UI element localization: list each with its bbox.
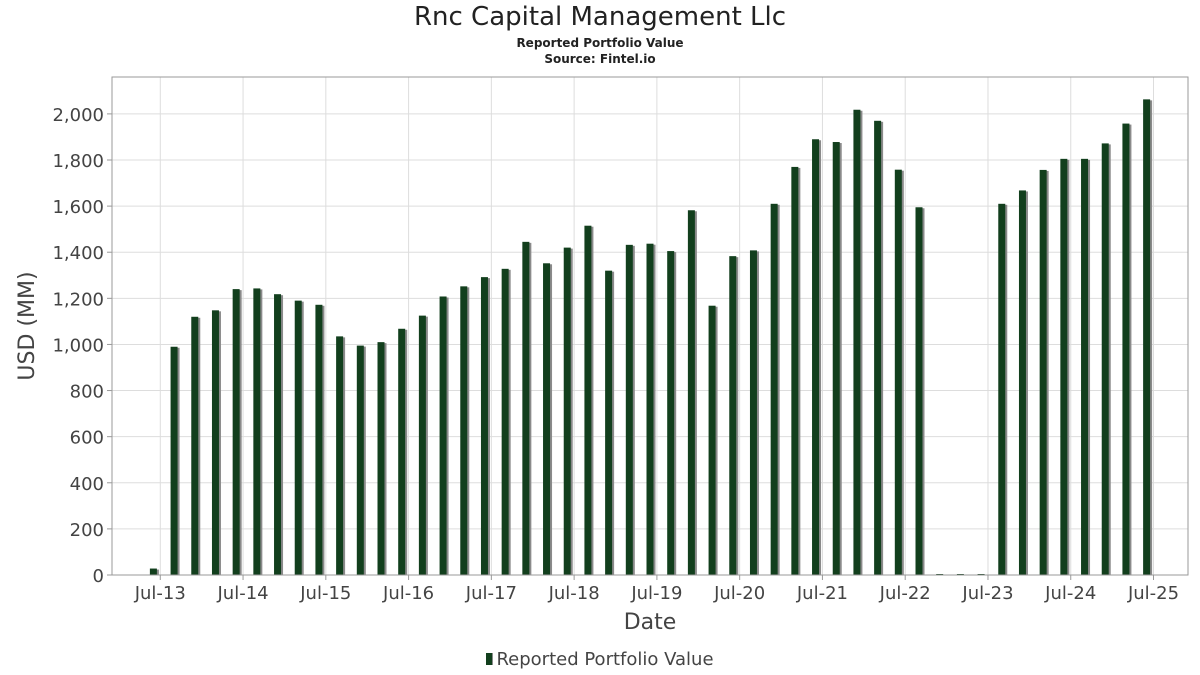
- x-tick-label: Jul-19: [630, 583, 682, 604]
- x-tick-label: Jul-15: [299, 583, 351, 604]
- bar: [1143, 99, 1151, 575]
- bar: [1101, 143, 1109, 575]
- x-tick-label: Jul-21: [796, 583, 848, 604]
- bar: [605, 270, 613, 575]
- bar: [832, 142, 840, 575]
- bar: [1039, 169, 1047, 576]
- bar: [915, 207, 923, 575]
- y-tick-label: 0: [93, 566, 104, 587]
- y-tick-label: 400: [70, 474, 104, 495]
- y-tick-label: 1,600: [52, 197, 104, 218]
- bar-series: [149, 99, 1153, 576]
- bar: [460, 286, 468, 575]
- x-tick-label: Jul-22: [879, 583, 931, 604]
- bar: [522, 241, 530, 575]
- y-axis: 0 200 400 600 800 1,000 1,200 1,400 1,600 1,800 2,…: [52, 105, 112, 587]
- x-tick-label: Jul-16: [382, 583, 434, 604]
- bar: [211, 310, 219, 575]
- y-tick-label: 1,000: [52, 335, 104, 356]
- bar: [501, 268, 509, 575]
- bar: [791, 166, 799, 575]
- bar: [232, 289, 240, 575]
- bar: [274, 294, 282, 575]
- bar: [191, 316, 199, 575]
- y-tick-label: 1,800: [52, 151, 104, 172]
- plot-frame: [111, 76, 1189, 576]
- bar: [1122, 123, 1130, 576]
- x-tick-label: Jul-14: [216, 583, 268, 604]
- bar: [584, 225, 592, 576]
- bar: [336, 336, 344, 575]
- bar: [874, 120, 882, 576]
- bar: [749, 250, 757, 575]
- bar: [356, 345, 364, 575]
- bar: [770, 203, 778, 576]
- x-axis: Jul-13 Jul-14 Jul-15 Jul-16 Jul-17 Jul-18 Jul-…: [134, 575, 1179, 604]
- y-tick-label: 800: [70, 382, 104, 403]
- bar: [170, 346, 178, 575]
- bar: [998, 203, 1006, 576]
- bar: [398, 328, 406, 575]
- chart-title: Rnc Capital Management Llc: [413, 2, 787, 32]
- bar: [543, 263, 551, 575]
- bar: [729, 256, 737, 575]
- bar: [294, 300, 302, 575]
- x-tick-label: Jul-17: [465, 583, 517, 604]
- x-tick-label: Jul-18: [548, 583, 600, 604]
- x-tick-label: Jul-25: [1127, 583, 1179, 604]
- bar: [1081, 158, 1089, 575]
- bar: [253, 288, 261, 575]
- bar: [149, 568, 157, 575]
- y-tick-label: 2,000: [52, 105, 104, 126]
- bar: [812, 139, 820, 575]
- legend: Reported Portfolio Value: [0, 649, 1200, 670]
- x-axis-label: Date: [624, 610, 677, 635]
- y-tick-label: 600: [70, 428, 104, 449]
- bar: [853, 109, 861, 575]
- bar: [480, 277, 488, 575]
- bar: [667, 251, 675, 575]
- y-tick-label: 1,400: [52, 243, 104, 264]
- bar: [1018, 190, 1026, 575]
- bar: [708, 305, 716, 575]
- chart-source: Source: Fintel.io: [544, 52, 656, 66]
- bar: [377, 342, 385, 575]
- legend-label: Reported Portfolio Value: [496, 649, 714, 670]
- legend-swatch: [486, 653, 493, 665]
- bar: [646, 243, 654, 576]
- x-tick-label: Jul-24: [1044, 583, 1096, 604]
- y-tick-label: 200: [70, 520, 104, 541]
- x-tick-label: Jul-13: [134, 583, 186, 604]
- chart-subtitle: Reported Portfolio Value: [516, 36, 684, 50]
- bar: [894, 169, 902, 575]
- bar: [439, 296, 447, 575]
- bar: [418, 315, 426, 575]
- y-axis-label: USD (MM): [15, 271, 40, 380]
- x-tick-label: Jul-23: [961, 583, 1013, 604]
- bar: [625, 244, 633, 575]
- x-tick-label: Jul-20: [713, 583, 765, 604]
- bar: [563, 247, 571, 575]
- y-tick-label: 1,200: [52, 289, 104, 310]
- bar: [687, 210, 695, 575]
- bar: [1060, 158, 1068, 575]
- bar: [315, 304, 323, 575]
